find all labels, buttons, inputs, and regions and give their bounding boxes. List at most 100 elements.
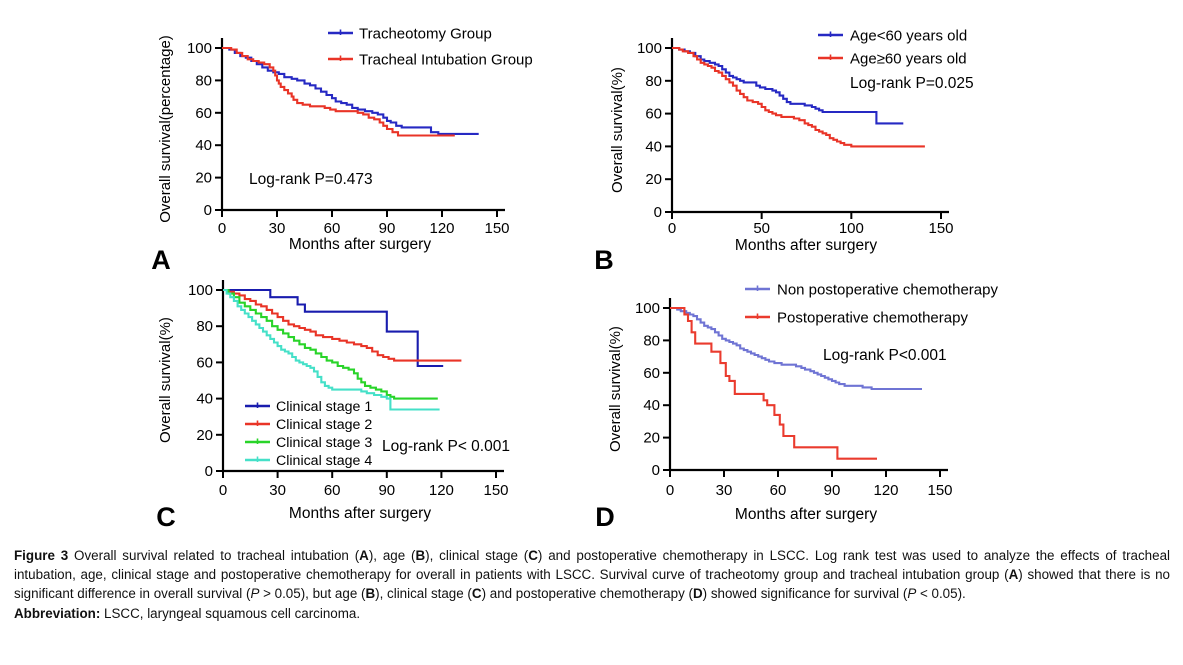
y-tick-label: 80 [195, 72, 212, 89]
caption-segment: P [907, 586, 917, 602]
y-tick-label: 20 [195, 170, 212, 187]
y-axis-title: Overall survival(%) [609, 67, 626, 193]
legend-label: Age<60 years old [850, 27, 967, 44]
y-tick-label: 20 [643, 430, 660, 447]
y-tick-label: 0 [652, 462, 660, 479]
legend-label: Postoperative chemotherapy [777, 309, 968, 326]
survival-curve-4 [223, 288, 440, 411]
x-tick-label: 60 [324, 220, 341, 237]
survival-curve-2 [672, 46, 925, 148]
x-tick-label: 0 [668, 220, 676, 237]
legend-label: Age≥60 years old [850, 50, 967, 67]
legend-label: Non postoperative chemotherapy [777, 281, 998, 298]
survival-curve-3 [223, 288, 438, 400]
caption-abbreviation-label: Abbreviation: [14, 605, 101, 621]
caption-segment: LSCC, laryngeal squamous cell carcinoma. [100, 605, 361, 621]
caption-segment: A [359, 548, 369, 563]
legend-label: Clinical stage 1 [276, 399, 372, 415]
legend-label: Clinical stage 4 [276, 453, 372, 469]
caption-segment: ), age ( [368, 548, 416, 563]
caption-segment: B [415, 548, 426, 563]
x-tick-label: 60 [770, 482, 787, 499]
caption-segment: B [365, 586, 376, 602]
y-tick-label: 100 [637, 40, 662, 57]
survival-curve-1 [670, 306, 922, 391]
caption-segment: D [692, 586, 703, 602]
caption-segment: ), clinical stage ( [375, 586, 472, 602]
survival-curve-2 [670, 306, 877, 460]
y-tick-label: 40 [195, 137, 212, 154]
log-rank-annotation: Log-rank P=0.025 [850, 75, 974, 92]
panel-letter: D [595, 502, 615, 532]
y-tick-label: 60 [645, 106, 662, 123]
caption-segment: P [250, 586, 260, 602]
legend-label: Tracheal Intubation Group [359, 51, 533, 68]
caption-segment: ) showed significance for survival ( [702, 586, 908, 602]
x-axis-title: Months after surgery [289, 505, 431, 522]
x-tick-label: 150 [484, 220, 509, 237]
panel-A: 0 20 40 60 80 100 0 30 60 90 120 150 Overall surviva… [151, 25, 532, 275]
y-tick-label: 100 [635, 300, 660, 317]
y-axis-title: Overall survival(%) [607, 326, 624, 452]
y-tick-label: 0 [654, 204, 662, 221]
survival-curve-2 [223, 288, 462, 362]
x-tick-label: 30 [269, 482, 286, 499]
caption-segment: ) and postoperative chemotherapy ( [481, 586, 693, 602]
caption-segment: C [528, 548, 538, 563]
x-tick-label: 0 [218, 220, 226, 237]
y-tick-label: 80 [643, 332, 660, 349]
x-tick-label: 90 [824, 482, 841, 499]
y-tick-label: 60 [196, 354, 213, 371]
y-axis-title: Overall survival(%) [157, 317, 174, 443]
y-tick-label: 20 [645, 171, 662, 188]
y-tick-label: 60 [643, 365, 660, 382]
x-tick-label: 150 [928, 220, 953, 237]
x-tick-label: 90 [379, 220, 396, 237]
legend-label: Clinical stage 2 [276, 417, 372, 433]
caption-segment: ) and postoperative chemotherapy in LSCC… [14, 548, 1170, 583]
x-axis-title: Months after surgery [735, 506, 877, 523]
panel-letter: A [151, 245, 171, 275]
panel-letter: B [594, 245, 614, 275]
x-tick-label: 150 [483, 482, 508, 499]
x-tick-label: 0 [219, 482, 227, 499]
caption-figure-label: Figure 3 [14, 548, 75, 563]
x-tick-label: 30 [716, 482, 733, 499]
caption-segment: A [1008, 567, 1019, 583]
x-axis-title: Months after surgery [289, 236, 431, 253]
caption-segment: > 0.05), but age ( [259, 586, 366, 602]
log-rank-annotation: Log-rank P=0.473 [249, 171, 373, 188]
x-tick-label: 120 [873, 482, 898, 499]
legend-label: Clinical stage 3 [276, 435, 372, 451]
y-tick-label: 80 [645, 73, 662, 90]
legend-label: Tracheotomy Group [359, 25, 492, 42]
x-tick-label: 120 [429, 482, 454, 499]
log-rank-annotation: Log-rank P<0.001 [823, 347, 947, 364]
x-tick-label: 120 [429, 220, 454, 237]
survival-curve-1 [672, 46, 904, 125]
caption-paragraph: Figure 3 Overall survival related to tra… [14, 546, 1170, 604]
y-tick-label: 0 [205, 463, 213, 480]
x-tick-label: 60 [324, 482, 341, 499]
caption-segment: Overall survival related to tracheal int… [74, 548, 360, 563]
survival-curve-1 [222, 46, 479, 135]
x-tick-label: 150 [927, 482, 952, 499]
y-tick-label: 100 [188, 282, 213, 299]
log-rank-annotation: Log-rank P< 0.001 [382, 438, 510, 455]
x-tick-label: 0 [666, 482, 674, 499]
y-tick-label: 40 [645, 138, 662, 155]
panel-D: 0 20 40 60 80 100 0 30 60 90 120 150 Overall surviva… [595, 281, 998, 532]
x-tick-label: 90 [378, 482, 395, 499]
caption-abbreviation: Abbreviation: LSCC, laryngeal squamous c… [14, 604, 1170, 623]
y-tick-label: 40 [643, 397, 660, 414]
survival-curve-2 [222, 46, 455, 137]
panel-letter: C [156, 502, 176, 532]
survival-figure: 0 20 40 60 80 100 0 30 60 90 120 150 Overall surviva… [151, 25, 998, 532]
caption-segment: ) showed that there is no significant di… [14, 567, 1170, 602]
survival-curve-1 [223, 288, 444, 368]
y-tick-label: 0 [204, 202, 212, 219]
y-tick-label: 100 [187, 40, 212, 57]
y-tick-label: 60 [195, 105, 212, 122]
caption-segment: ), clinical stage ( [425, 548, 529, 563]
panel-C: 0 20 40 60 80 100 0 30 60 90 120 150 Overall surviva… [156, 280, 510, 532]
